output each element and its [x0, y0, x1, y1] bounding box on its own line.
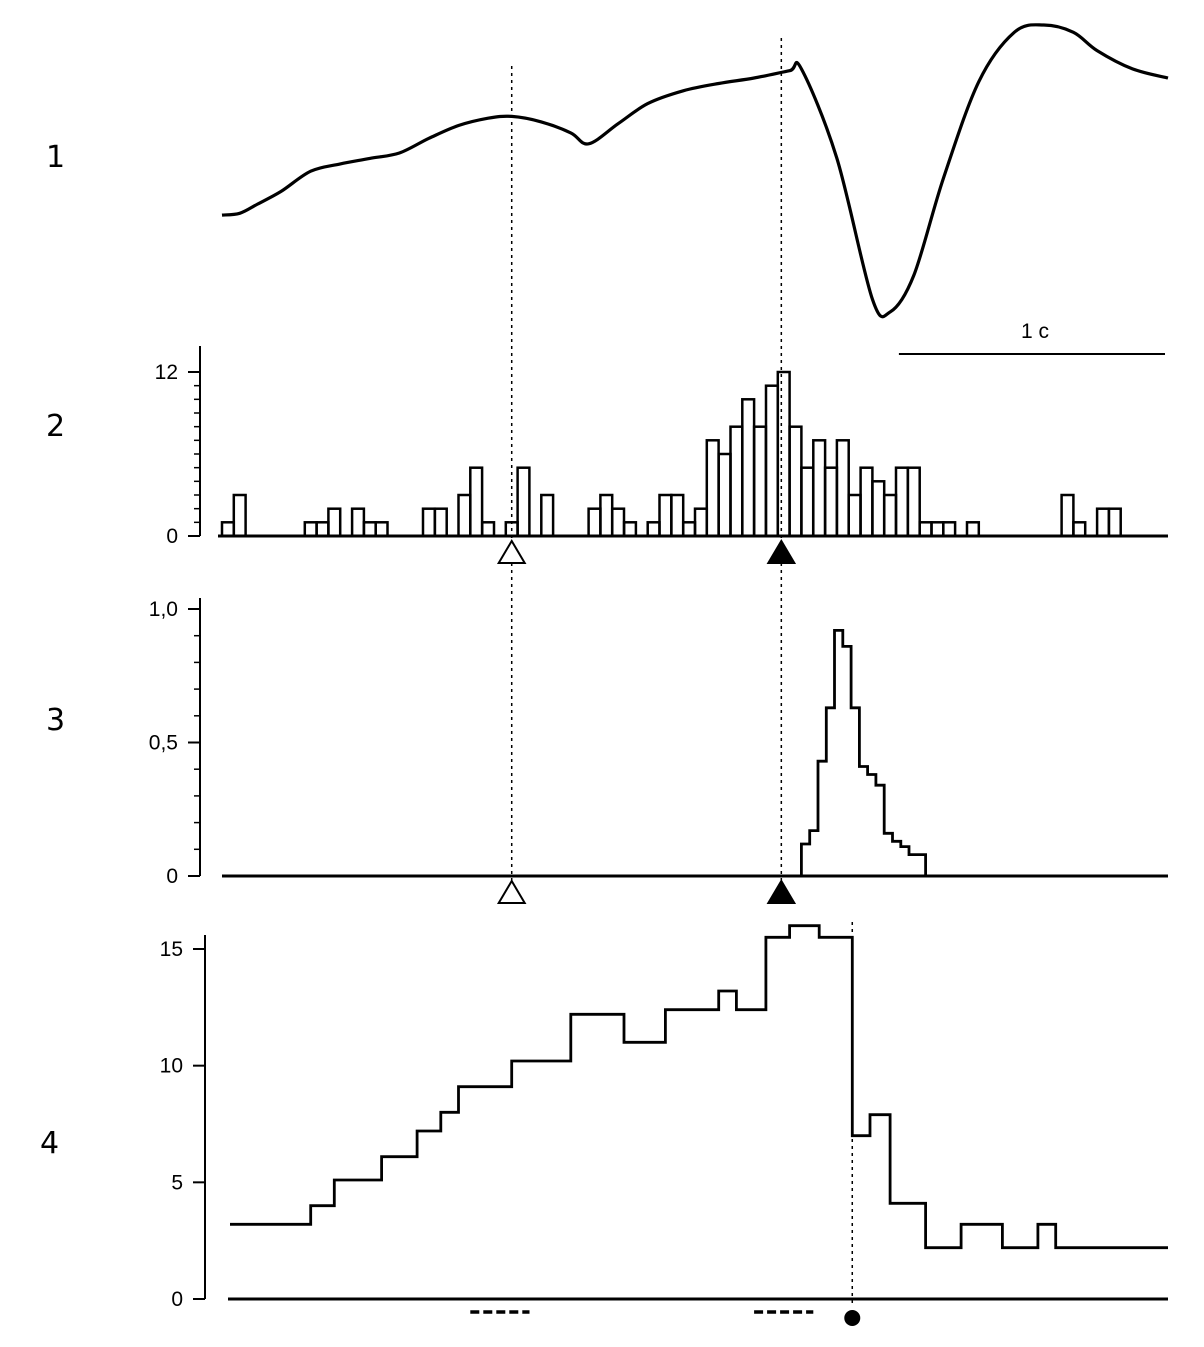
- panel-2-bar: [599, 493, 614, 538]
- panel-2-bar: [906, 466, 921, 538]
- panel-2-bar: [752, 425, 768, 538]
- panel-4-tick-label-15: 15: [160, 938, 183, 961]
- panel-3: 0 0,5 1,0: [149, 598, 1168, 888]
- panel-2-bar: [918, 521, 933, 538]
- panel-4-step-line: [230, 924, 1168, 1250]
- panel-2-tick-label-12: 12: [155, 361, 178, 384]
- panel-2-bar: [350, 507, 366, 538]
- row-label-3: 3: [46, 703, 65, 738]
- panel-2-bar: [433, 507, 448, 538]
- panel-3-tick-label-1-0: 1,0: [149, 598, 178, 621]
- markers: [496, 38, 861, 1326]
- panel-2-bar: [1095, 507, 1111, 538]
- panel-2-bar: [800, 466, 815, 538]
- panel-2-bar: [658, 493, 673, 538]
- open-triangle-marker-panel-2: [496, 539, 527, 564]
- panel-4: 0 5 10 15: [160, 924, 1168, 1314]
- panel-2-bar: [327, 507, 342, 538]
- dot-marker: [844, 1310, 861, 1326]
- panel-1-trace-line: [221, 23, 1169, 319]
- panel-2-bar: [693, 507, 709, 538]
- panel-2-bar: [835, 439, 850, 538]
- panel-2-bar: [788, 425, 803, 538]
- panel-2-bar: [823, 466, 839, 538]
- panel-3-tick-label-0-5: 0,5: [149, 732, 178, 755]
- panel-2-bar: [315, 521, 330, 538]
- panel-2-bar: [480, 521, 496, 538]
- panel-2-bar: [540, 493, 555, 538]
- panel-2-bar: [232, 493, 247, 538]
- panel-4-tick-label-0: 0: [171, 1288, 183, 1311]
- panel-2-bar: [894, 466, 910, 538]
- panel-2-tick-label-0: 0: [166, 525, 178, 548]
- panel-4-tick-label-5: 5: [171, 1171, 183, 1194]
- open-triangle-marker-panel-3: [496, 879, 527, 904]
- filled-triangle-marker-panel-2: [766, 539, 797, 564]
- panel-2-bar: [303, 521, 318, 538]
- panel-2-bar: [1072, 521, 1087, 538]
- panel-2-bar: [847, 493, 862, 538]
- panel-2-bar: [965, 521, 981, 538]
- panel-2: 0 12: [155, 346, 1168, 548]
- panel-2-bar: [930, 521, 945, 538]
- panel-2-bar: [705, 439, 720, 538]
- panel-2-bar: [646, 521, 661, 538]
- panel-2-bar: [362, 521, 377, 538]
- panel-2-bar: [670, 493, 685, 538]
- panel-4-tick-label-10: 10: [160, 1055, 183, 1078]
- panel-2-bar: [942, 521, 957, 538]
- panel-2-bar: [469, 466, 484, 538]
- panel-2-bar: [421, 507, 437, 538]
- panel-2-bar: [681, 521, 697, 538]
- filled-triangle-marker-panel-3: [766, 879, 797, 904]
- panel-2-bar: [871, 480, 886, 538]
- scale-bar: 1 c: [898, 320, 1165, 355]
- panel-2-bar: [764, 384, 780, 538]
- panel-2-bar: [516, 466, 531, 538]
- row-label-1: 1: [46, 140, 65, 175]
- panel-2-bar: [1107, 507, 1122, 538]
- panel-2-bar: [1060, 493, 1075, 538]
- panel-2-bar: [587, 507, 602, 538]
- panel-2-bar: [374, 521, 389, 538]
- panel-2-bar: [220, 521, 236, 538]
- panel-2-bar: [717, 452, 732, 538]
- panel-3-histogram-outline: [800, 629, 934, 878]
- panel-1: [221, 23, 1169, 319]
- scale-bar-label: 1 c: [1021, 320, 1049, 343]
- panel-2-bar: [610, 507, 626, 538]
- panel-2-bar: [622, 521, 638, 538]
- row-label-2: 2: [46, 409, 65, 444]
- panel-2-bar: [859, 466, 874, 538]
- panel-2-bar: [882, 493, 898, 538]
- panel-2-bar: [776, 370, 791, 538]
- panel-2-bar: [457, 493, 472, 538]
- panel-2-bar: [812, 439, 827, 538]
- panel-2-bar: [729, 425, 744, 538]
- row-label-4: 4: [40, 1126, 59, 1161]
- panel-3-tick-label-0: 0: [166, 865, 178, 888]
- panel-2-bar: [741, 398, 756, 538]
